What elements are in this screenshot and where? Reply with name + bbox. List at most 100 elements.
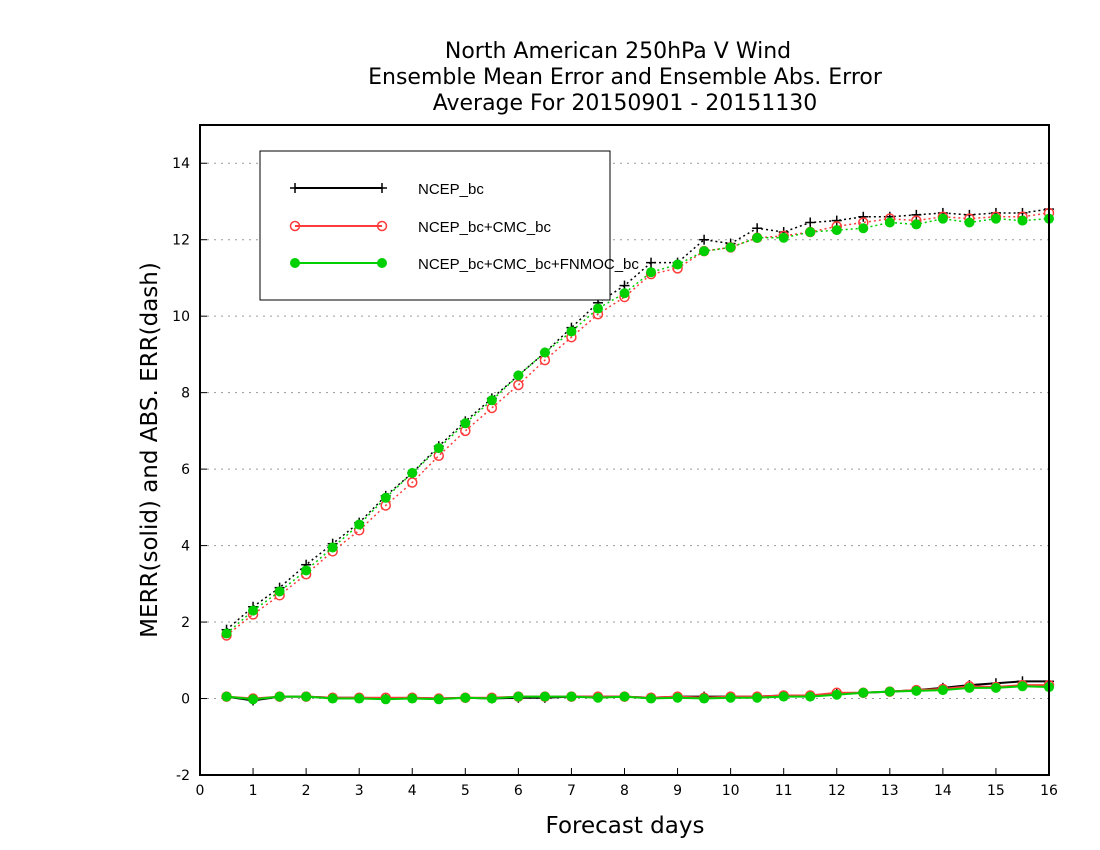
series-2-mean-err-point-19 [725, 692, 736, 703]
series-2-mean-err-point-20 [752, 692, 763, 703]
series-2-mean-err-point-17 [672, 692, 683, 703]
series-2 [221, 213, 1054, 705]
series-2-abs-err-point-16 [646, 267, 657, 278]
series-0-abs-err-point-20 [752, 223, 763, 234]
y-axis-label: MERR(solid) and ABS. ERR(dash) [137, 262, 163, 638]
x-tick-label-0: 0 [196, 783, 205, 799]
series-2-abs-err-point-26 [911, 219, 922, 230]
series-2-mean-err-point-14 [592, 692, 603, 703]
legend-label-2: NCEP_bc+CMC_bc+FNMOC_bc [418, 256, 639, 273]
series-2-abs-err-point-11 [513, 370, 524, 381]
series-2-abs-err-point-20 [752, 232, 763, 243]
series-2-mean-err-point-22 [805, 691, 816, 702]
series-2-abs-err-point-8 [433, 443, 444, 454]
x-tick-label-13: 13 [881, 783, 899, 799]
series-2-abs-err-point-2 [274, 586, 285, 597]
x-tick-label-8: 8 [620, 783, 629, 799]
series-2-mean-err-point-25 [884, 686, 895, 697]
series-2-abs-err-point-13 [566, 326, 577, 337]
series-2-abs-err-point-25 [884, 217, 895, 228]
series-0-abs-err-point-23 [831, 215, 842, 226]
x-tick-label-1: 1 [249, 783, 258, 799]
series-2-abs-err-point-18 [699, 246, 710, 257]
y-tick-label-1: 0 [181, 692, 190, 708]
x-tick-label-12: 12 [828, 783, 846, 799]
series-0-abs-err-point-16 [646, 257, 657, 268]
x-tick-label-3: 3 [355, 783, 364, 799]
series-layer [221, 204, 1055, 706]
legend-marker-right-0 [377, 183, 387, 193]
y-tick-label-8: 14 [172, 156, 190, 172]
series-2-mean-err-point-23 [831, 689, 842, 700]
series-2-abs-err-point-29 [990, 213, 1001, 224]
x-axis-label: Forecast days [546, 813, 705, 839]
series-2-mean-err-point-11 [513, 691, 524, 702]
series-2-abs-err-point-6 [380, 492, 391, 503]
y-tick-label-2: 2 [181, 615, 190, 631]
series-2-abs-err-point-19 [725, 242, 736, 253]
series-2-mean-err-point-16 [646, 693, 657, 704]
x-tick-label-15: 15 [987, 783, 1005, 799]
series-2-mean-err-point-2 [274, 691, 285, 702]
series-2-mean-err-point-18 [699, 693, 710, 704]
series-0-abs-err-point-26 [911, 209, 922, 220]
series-2-abs-err-point-21 [778, 232, 789, 243]
series-1-abs-err-point-7 [407, 477, 418, 488]
y-tick-label-7: 12 [172, 233, 190, 249]
series-2-mean-err-point-24 [858, 687, 869, 698]
series-0-abs-err-point-24 [858, 211, 869, 222]
legend-item-2: NCEP_bc+CMC_bc+FNMOC_bc [290, 256, 639, 273]
legend-label-0: NCEP_bc [418, 181, 484, 198]
series-1-abs-err-point-11 [513, 379, 524, 391]
series-2-abs-err-point-30 [1017, 215, 1028, 226]
legend-item-1: NCEP_bc+CMC_bc [289, 219, 551, 236]
series-2-abs-err-point-17 [672, 259, 683, 270]
series-2-mean-err-point-5 [354, 693, 365, 704]
legend-label-1: NCEP_bc+CMC_bc [418, 219, 551, 236]
series-2-mean-err-point-4 [327, 693, 338, 704]
series-2-mean-err-point-27 [937, 685, 948, 696]
y-tick-label-6: 10 [172, 309, 190, 325]
x-tick-label-9: 9 [673, 783, 682, 799]
series-2-abs-err-point-12 [539, 347, 550, 358]
legend-marker-left-1 [289, 220, 301, 232]
series-2-mean-err-point-15 [619, 691, 630, 702]
series-2-mean-err-point-26 [911, 685, 922, 696]
series-2-abs-err-point-27 [937, 213, 948, 224]
series-0-abs-err-point-22 [805, 217, 816, 228]
series-2-mean-err-point-6 [380, 694, 391, 705]
series-2-mean-err-point-21 [778, 691, 789, 702]
series-2-abs-err-point-24 [858, 223, 869, 234]
x-tick-label-16: 16 [1040, 783, 1058, 799]
x-tick-label-2: 2 [302, 783, 311, 799]
series-2-abs-err-point-9 [460, 418, 471, 429]
y-tick-label-4: 6 [181, 462, 190, 478]
series-2-mean-err-point-1 [248, 694, 259, 705]
series-2-mean-err-point-9 [460, 692, 471, 703]
series-2-abs-err-point-10 [486, 395, 497, 406]
series-2-abs-err-point-22 [805, 227, 816, 238]
legend-marker-left-2 [290, 258, 300, 268]
x-tick-label-6: 6 [514, 783, 523, 799]
chart-title-line-2: Ensemble Mean Error and Ensemble Abs. Er… [368, 65, 883, 90]
chart-title-line-1: North American 250hPa V Wind [445, 39, 791, 64]
x-tick-label-10: 10 [722, 783, 740, 799]
series-2-mean-err-point-3 [301, 691, 312, 702]
series-2-mean-err-point-28 [964, 682, 975, 693]
y-tick-label-0: -2 [176, 768, 190, 784]
legend-marker-right-1 [376, 220, 388, 232]
series-2-abs-err-point-14 [592, 303, 603, 314]
series-2-abs-err-point-3 [301, 565, 312, 576]
series-2-mean-err-point-30 [1017, 681, 1028, 692]
x-tick-label-11: 11 [775, 783, 793, 799]
y-tick-label-5: 8 [181, 386, 190, 402]
x-tick-label-14: 14 [934, 783, 952, 799]
series-2-abs-err-point-15 [619, 288, 630, 299]
series-2-abs-err-point-5 [354, 519, 365, 530]
series-0-abs-err-point-18 [699, 234, 710, 245]
series-2-abs-err-point-28 [964, 217, 975, 228]
series-2-abs-err-point-7 [407, 467, 418, 478]
series-2-mean-err-point-7 [407, 693, 418, 704]
